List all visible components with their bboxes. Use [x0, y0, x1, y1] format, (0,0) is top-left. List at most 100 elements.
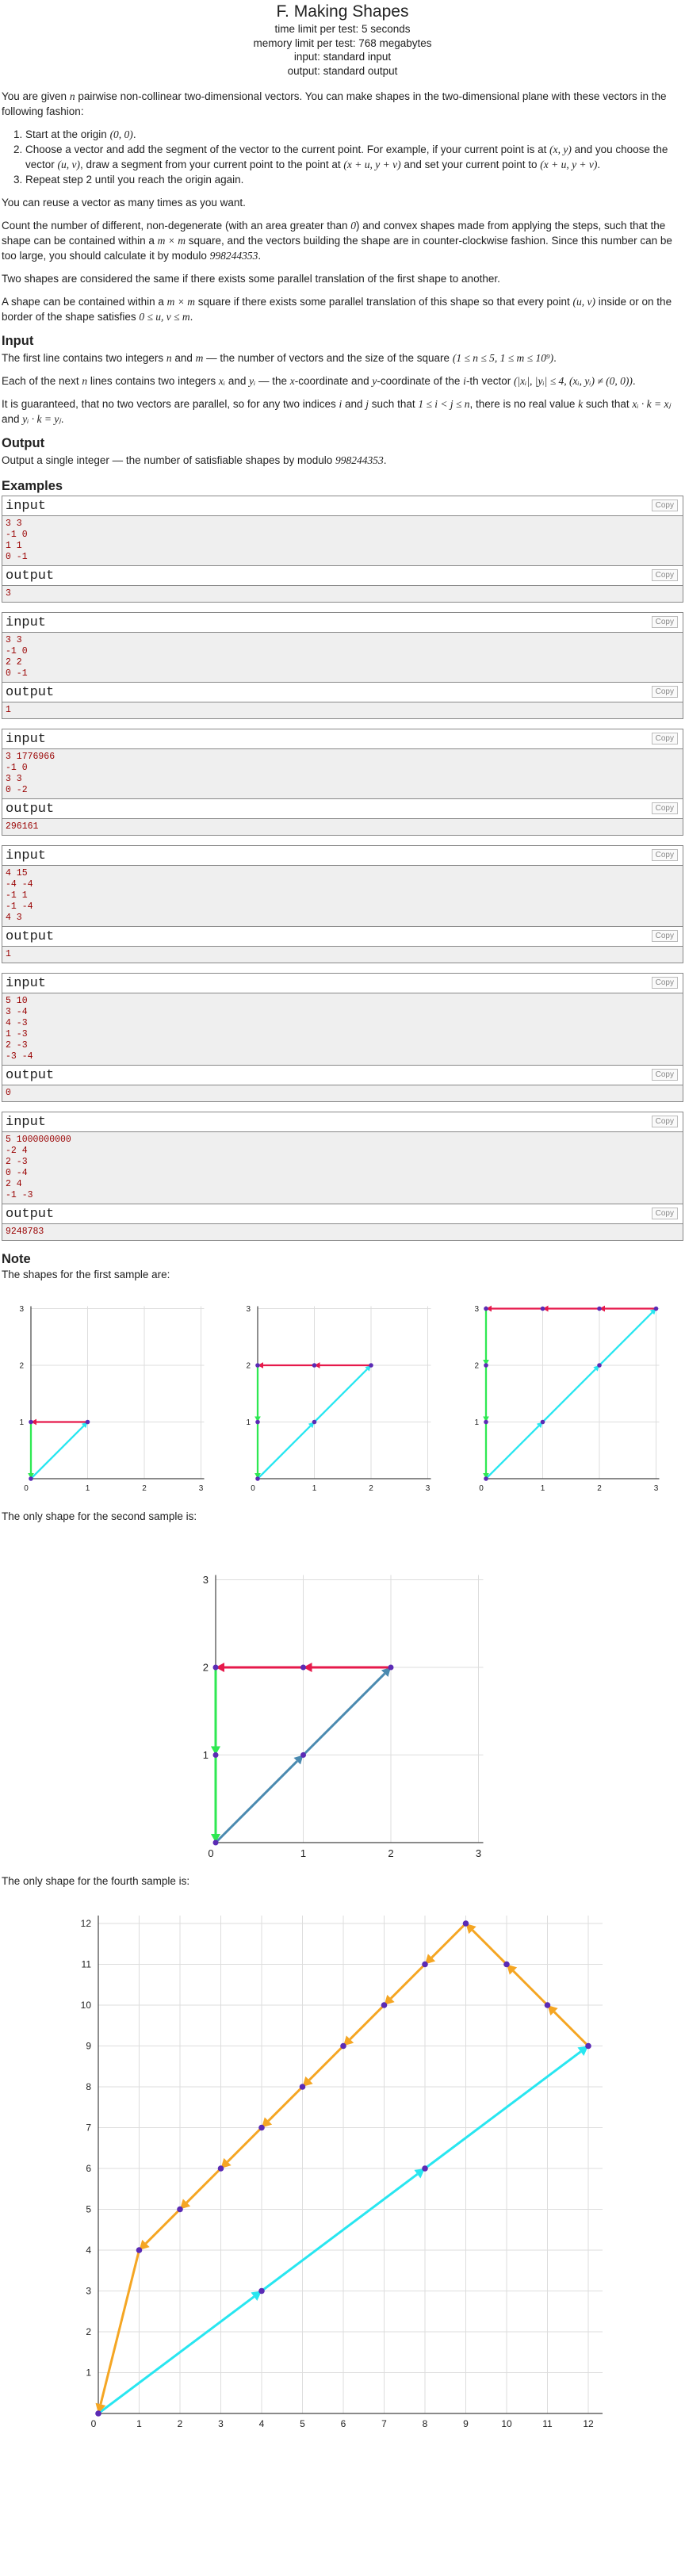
vector-segment: [313, 1368, 368, 1423]
x-tick-label: 3: [426, 1484, 431, 1493]
copy-input-button[interactable]: Copy: [651, 849, 678, 861]
y-tick-label: 2: [86, 2326, 91, 2337]
y-tick-label: 1: [19, 1418, 24, 1427]
example-input-header: input Copy: [2, 496, 683, 516]
output-paragraph: Output a single integer — the number of …: [2, 454, 387, 466]
lattice-point: [300, 1664, 306, 1671]
y-tick-label: 6: [86, 2163, 91, 2174]
x-tick-label: 3: [476, 1847, 481, 1859]
vector-segment: [226, 2126, 263, 2163]
plot: 0 1 2 3 1 2 3: [203, 1574, 484, 1859]
copy-input-button[interactable]: Copy: [651, 1116, 678, 1127]
vector-arrowhead: [293, 1755, 304, 1765]
x-tick-label: 8: [423, 2418, 428, 2429]
copy-input-button[interactable]: Copy: [651, 500, 678, 511]
x-tick-label: 9: [463, 2418, 469, 2429]
lattice-point: [484, 1419, 488, 1425]
lattice-point: [258, 2287, 265, 2295]
lattice-point: [585, 2042, 591, 2050]
figure-second-sample: 0 1 2 3 1 2 3: [2, 1525, 683, 1870]
vector-arrowhead: [577, 2046, 588, 2056]
example-box: input Copy 3 3 -1 0 1 1 0 -1 output Copy 3: [2, 496, 683, 603]
x-tick-label: 12: [583, 2418, 594, 2429]
lattice-point: [258, 2124, 265, 2131]
lattice-point: [177, 2206, 183, 2213]
y-tick-label: 3: [86, 2286, 91, 2297]
y-tick-label: 1: [86, 2367, 91, 2379]
step-item: Repeat step 2 until you reach the origin…: [25, 172, 683, 187]
y-tick-label: 1: [203, 1749, 209, 1761]
step-item: Start at the origin (0, 0).: [25, 127, 683, 142]
lattice-point: [136, 2247, 143, 2253]
x-tick-label: 6: [341, 2418, 346, 2429]
example-output-label: output: [6, 1207, 55, 1222]
time-limit: time limit per test: 5 seconds: [274, 23, 411, 35]
x-tick-label: 0: [479, 1484, 484, 1493]
input-paragraph: Each of the next n lines contains two in…: [2, 375, 636, 387]
vector-segment: [349, 2004, 385, 2041]
x-tick-label: 1: [312, 1484, 317, 1493]
example-box: input Copy 5 10 3 -4 4 -3 1 -3 2 -3 -3 -4 o…: [2, 973, 683, 1102]
lattice-point: [484, 1363, 488, 1368]
problem-statement: You are given n pairwise non-collinear t…: [2, 89, 683, 324]
example-input-header: input Copy: [2, 613, 683, 633]
x-tick-label: 2: [388, 1847, 393, 1859]
vector-arrowhead: [465, 1923, 476, 1935]
example-input-content: 3 1776966 -1 0 3 3 0 -2: [2, 749, 683, 798]
lattice-point: [255, 1476, 260, 1481]
example-output-header: output Copy: [2, 1204, 683, 1224]
x-tick-label: 3: [654, 1484, 659, 1493]
problem-title: F. Making Shapes: [276, 2, 409, 21]
example-output-label: output: [6, 568, 55, 584]
example-output-label: output: [6, 929, 55, 944]
vector-segment: [267, 2085, 304, 2122]
example-input-content: 3 3 -1 0 2 2 0 -1: [2, 633, 683, 682]
copy-output-button[interactable]: Copy: [651, 1069, 678, 1081]
example-input-content: 5 1000000000 -2 4 2 -3 0 -4 2 4 -1 -3: [2, 1132, 683, 1204]
vector-arrowhead: [302, 2076, 313, 2087]
lattice-point: [312, 1363, 317, 1368]
statement-paragraph: You are given n pairwise non-collinear t…: [2, 90, 667, 117]
y-tick-label: 3: [19, 1305, 24, 1314]
vector-arrowhead: [251, 2291, 262, 2301]
vector-arrowhead: [483, 1416, 489, 1422]
input-spec: input: standard input: [293, 51, 392, 63]
copy-input-button[interactable]: Copy: [651, 616, 678, 628]
y-tick-label: 11: [82, 1959, 92, 1970]
lattice-point: [300, 1752, 306, 1758]
lattice-point: [540, 1306, 545, 1311]
example-output-content: 3: [2, 586, 683, 602]
copy-output-button[interactable]: Copy: [651, 686, 678, 698]
vector-arrowhead: [381, 1667, 391, 1678]
copy-input-button[interactable]: Copy: [651, 977, 678, 989]
example-output-content: 1: [2, 947, 683, 963]
vector-segment: [553, 2011, 590, 2047]
copy-output-button[interactable]: Copy: [651, 930, 678, 942]
input-section: Input The first line contains two intege…: [2, 334, 683, 427]
lattice-point: [381, 2002, 388, 2008]
examples-list: input Copy 3 3 -1 0 1 1 0 -1 output Copy 3 inp…: [2, 496, 683, 1241]
copy-output-button[interactable]: Copy: [651, 1208, 678, 1219]
vector-arrowhead: [262, 2117, 273, 2128]
lattice-point: [255, 1419, 260, 1425]
plot: 0 1 2 3 1 2 3: [246, 1305, 431, 1493]
vector-arrowhead: [216, 1662, 224, 1673]
vector-arrowhead: [31, 1418, 36, 1426]
vector-arrowhead: [28, 1473, 34, 1479]
example-output-header: output Copy: [2, 1065, 683, 1085]
vector-arrowhead: [210, 1834, 221, 1843]
step-item: Choose a vector and add the segment of t…: [25, 142, 683, 172]
copy-input-button[interactable]: Copy: [651, 733, 678, 744]
example-input-content: 5 10 3 -4 4 -3 1 -3 2 -3 -3 -4: [2, 993, 683, 1065]
steps-list: Start at the origin (0, 0). Choose a vec…: [2, 127, 683, 187]
y-tick-label: 1: [474, 1418, 479, 1427]
copy-output-button[interactable]: Copy: [651, 569, 678, 581]
lattice-point: [369, 1363, 373, 1368]
vector-arrowhead: [258, 1362, 263, 1368]
copy-output-button[interactable]: Copy: [651, 802, 678, 814]
vector-segment: [99, 2249, 140, 2405]
vector-arrowhead: [542, 1305, 549, 1312]
example-input-label: input: [6, 615, 47, 630]
lattice-point: [255, 1363, 260, 1368]
